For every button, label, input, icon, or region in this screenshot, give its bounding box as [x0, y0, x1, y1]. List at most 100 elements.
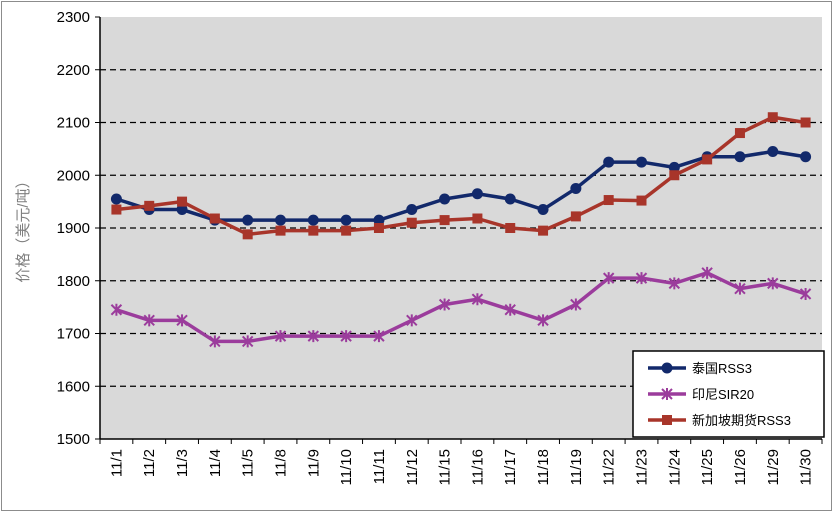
data-point [800, 151, 812, 163]
data-point [603, 156, 615, 168]
data-point [669, 170, 680, 181]
x-tick-label: 11/15 [437, 449, 454, 485]
data-point [471, 293, 484, 306]
x-tick-label: 11/22 [601, 449, 618, 485]
y-tick-label: 1600 [57, 378, 90, 395]
data-point [767, 277, 779, 290]
y-tick-label: 1800 [57, 273, 90, 290]
x-tick-label: 11/16 [469, 449, 486, 485]
x-tick-label: 11/30 [798, 449, 815, 485]
x-tick-label: 11/8 [273, 449, 290, 477]
x-tick-label: 11/23 [634, 449, 651, 485]
data-point [242, 214, 254, 226]
data-point [275, 214, 286, 226]
x-tick-label: 11/17 [502, 449, 519, 485]
data-point [734, 128, 745, 139]
y-tick-label: 2200 [57, 62, 90, 79]
data-point [373, 214, 385, 226]
data-point [373, 223, 384, 233]
data-point [570, 182, 582, 194]
y-tick-label: 1900 [57, 220, 90, 237]
x-tick-label: 11/18 [535, 449, 552, 485]
data-point [537, 204, 549, 216]
x-tick-label: 11/9 [305, 449, 322, 477]
y-tick-label: 1700 [57, 326, 90, 343]
data-point [661, 362, 673, 374]
data-point [241, 335, 254, 348]
data-point [143, 314, 155, 327]
x-tick-label: 11/12 [404, 449, 421, 485]
y-tick-label: 2000 [57, 167, 90, 184]
data-point [570, 211, 581, 222]
series-line [115, 271, 807, 344]
data-point [438, 298, 451, 311]
x-tick-label: 11/19 [568, 449, 585, 485]
series-line [116, 115, 806, 237]
data-point [406, 314, 418, 327]
x-tick-label: 11/10 [338, 449, 355, 485]
x-tick-label: 11/24 [666, 449, 683, 485]
x-tick-label: 11/26 [732, 449, 749, 485]
data-point [209, 213, 220, 224]
data-point [668, 277, 681, 290]
data-point [144, 200, 155, 211]
series-circle [110, 146, 812, 226]
data-point [406, 217, 417, 228]
series-star [110, 266, 812, 348]
data-point [373, 330, 385, 343]
data-point [177, 196, 188, 207]
x-tick-label: 11/4 [207, 449, 224, 477]
data-point [662, 415, 672, 425]
data-point [635, 272, 648, 285]
y-tick-label: 2100 [57, 115, 90, 132]
y-tick-label: 1500 [57, 431, 90, 448]
x-tick-label: 11/5 [240, 449, 257, 477]
x-tick-label: 11/11 [371, 449, 388, 484]
data-point [471, 188, 483, 200]
data-point [110, 303, 123, 316]
x-tick-label: 11/25 [699, 449, 716, 485]
data-point [504, 193, 516, 205]
x-tick-label: 11/2 [141, 449, 158, 477]
data-point [603, 195, 614, 206]
data-point [176, 204, 188, 216]
y-axis-label: 价格（美元/吨） [15, 173, 32, 282]
data-point [111, 204, 122, 215]
data-point [505, 223, 516, 233]
data-point [439, 215, 450, 226]
series-square [111, 112, 811, 240]
data-point [734, 282, 746, 295]
data-point [308, 225, 319, 236]
data-point [176, 314, 188, 327]
data-point [701, 266, 713, 279]
data-point [275, 225, 286, 236]
data-point [341, 225, 352, 236]
data-point [570, 298, 582, 311]
data-point [110, 193, 122, 205]
data-point [767, 146, 779, 158]
data-point [274, 330, 287, 343]
data-point [307, 214, 319, 226]
data-point [702, 154, 713, 165]
data-point [242, 229, 253, 240]
x-tick-label: 11/3 [174, 449, 191, 477]
data-point [799, 287, 812, 300]
data-point [636, 156, 647, 168]
legend: 泰国RSS3 印尼SIR20 新加坡期货RSS3 [632, 350, 825, 438]
data-point [439, 193, 451, 205]
data-point [661, 388, 673, 400]
data-point [504, 303, 516, 316]
y-tick-label: 2300 [57, 9, 90, 26]
data-point [668, 161, 680, 173]
data-point [537, 314, 549, 327]
legend-label: 印尼SIR20 [692, 387, 754, 402]
data-point [340, 214, 352, 226]
data-point [472, 213, 483, 224]
series-line [115, 149, 806, 222]
data-point [602, 272, 615, 285]
data-point [307, 330, 320, 343]
x-tick-label: 11/1 [108, 449, 125, 477]
legend-label: 新加坡期货RSS3 [692, 413, 791, 428]
